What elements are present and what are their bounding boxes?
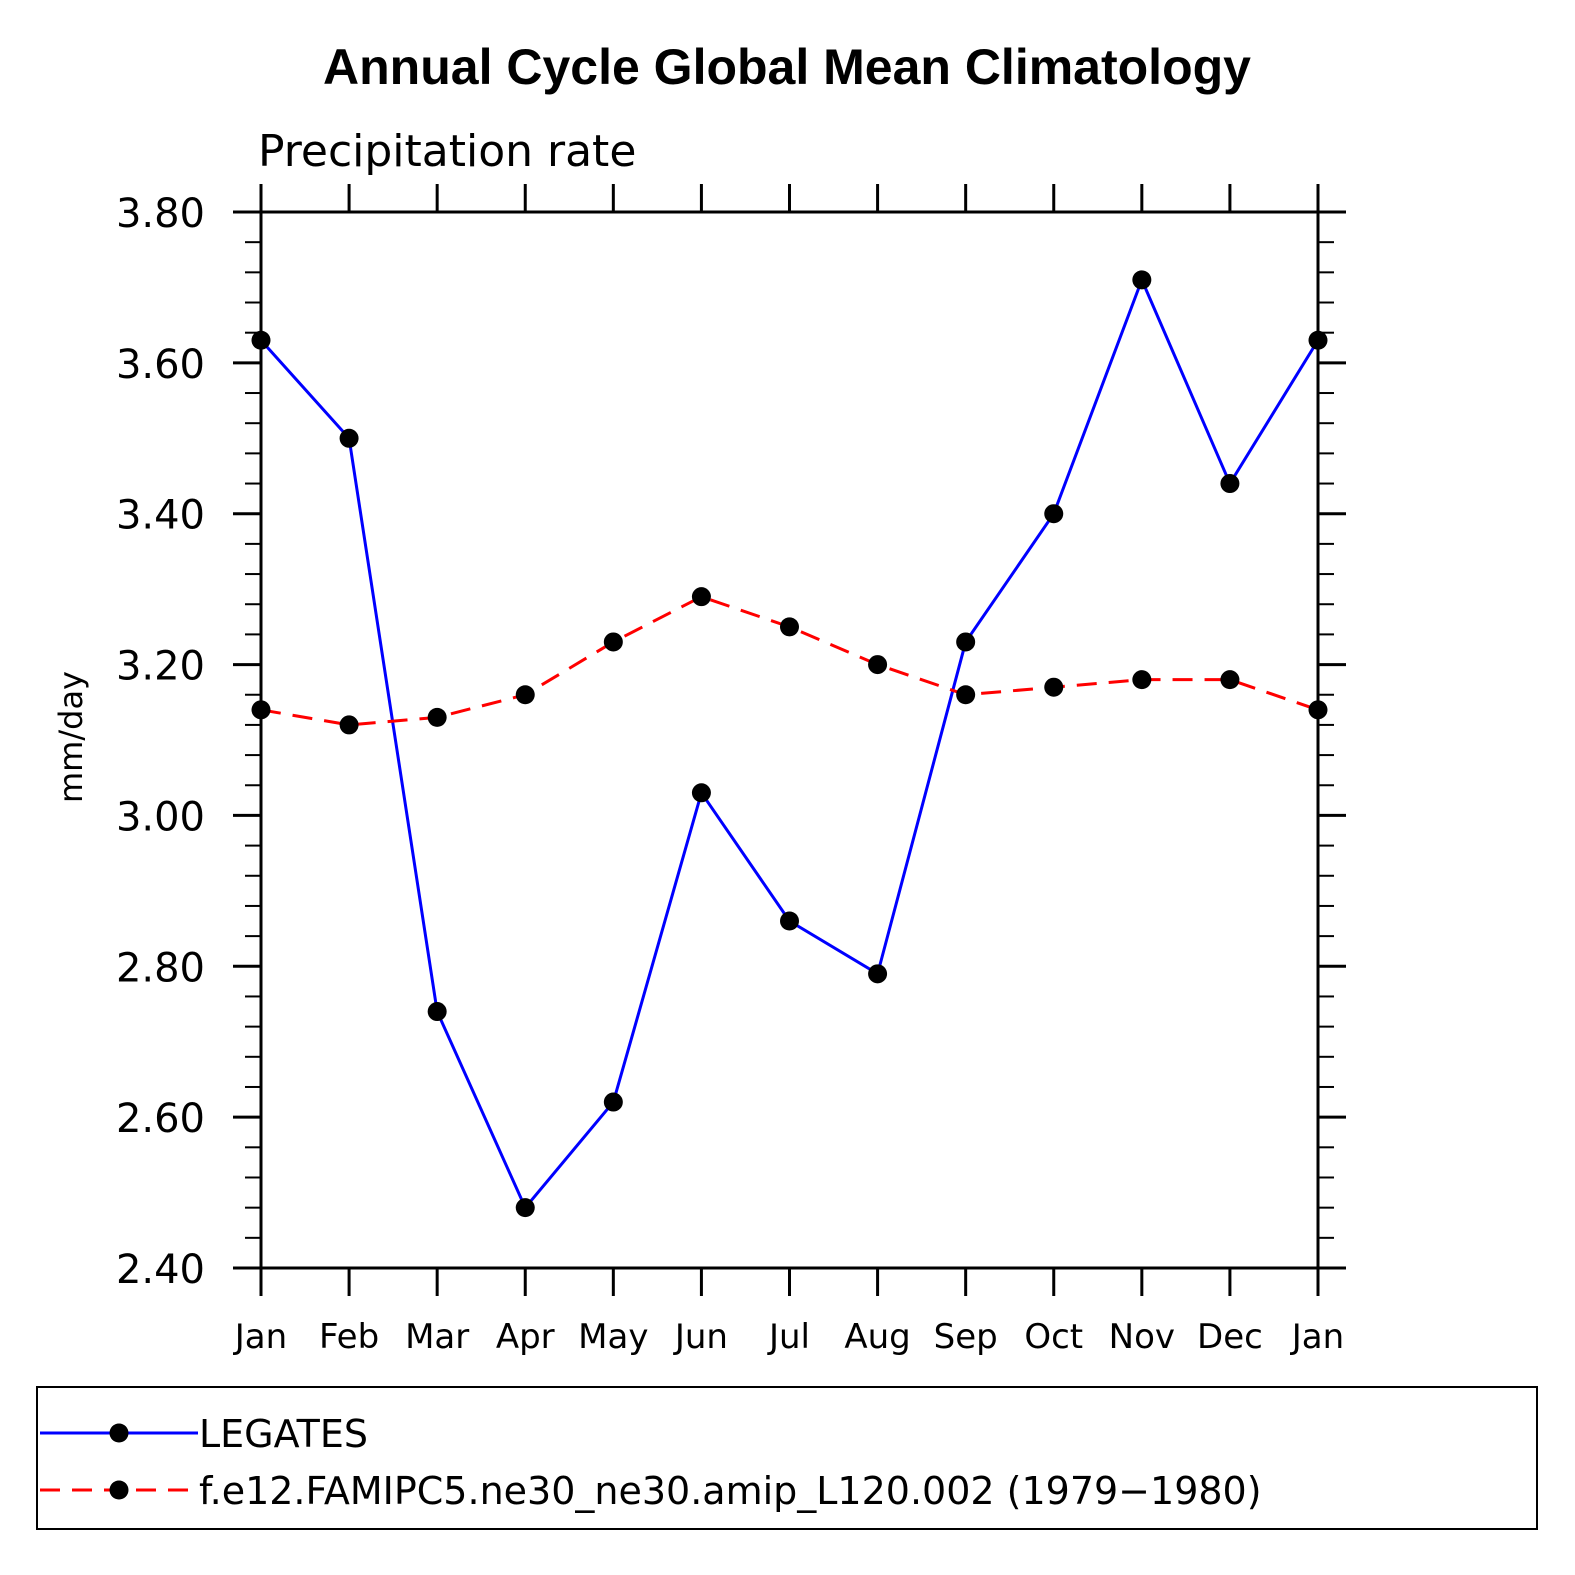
- series-2-point: [780, 617, 799, 637]
- series-2-point: [1308, 700, 1328, 720]
- series-2-point: [515, 685, 535, 705]
- y-tick-label: 3.00: [116, 794, 205, 840]
- series-2-point: [1132, 670, 1152, 690]
- series-2-point: [691, 587, 711, 607]
- series-1-point: [603, 1092, 623, 1112]
- series-2-point: [339, 715, 359, 735]
- y-axis-label: mm/day: [52, 671, 90, 803]
- legend-label-2: f.e12.FAMIPC5.ne30_ne30.amip_L120.002 (1…: [199, 1469, 1262, 1513]
- y-tick-label: 2.60: [116, 1096, 205, 1142]
- x-tick-label: Sep: [934, 1317, 998, 1357]
- series-line-1: [259, 275, 1320, 1211]
- series-1-point: [251, 330, 271, 350]
- series-2-point: [427, 707, 447, 727]
- y-tick-label: 3.40: [116, 493, 205, 539]
- x-tick-label: Jan: [233, 1317, 287, 1357]
- series-2-point: [956, 685, 976, 705]
- legend-marker-1: [109, 1423, 129, 1443]
- x-tick-label: May: [578, 1317, 648, 1357]
- series-1-point: [515, 1198, 535, 1218]
- x-tick-label: Nov: [1109, 1317, 1175, 1357]
- series-1-point: [1220, 474, 1240, 494]
- series-layer: [251, 270, 1328, 1218]
- series-2-point: [1220, 670, 1240, 690]
- series-1-point: [1308, 330, 1328, 350]
- series-2-point: [251, 700, 271, 720]
- series-2-point: [868, 655, 888, 675]
- x-tick-label: Jan: [1290, 1317, 1344, 1357]
- x-tick-label: Aug: [844, 1317, 910, 1357]
- chart-title: Annual Cycle Global Mean Climatology: [323, 39, 1251, 95]
- x-tick-label: Jul: [767, 1317, 810, 1357]
- series-1-point: [1132, 270, 1152, 290]
- series-2-point: [603, 632, 623, 652]
- chart-subtitle: Precipitation rate: [258, 126, 636, 177]
- legend-box: [36, 1386, 1538, 1530]
- x-tick-label: Jun: [673, 1317, 728, 1357]
- series-1-point: [780, 911, 799, 931]
- series-1-point: [956, 632, 976, 652]
- legend-label-1: LEGATES: [199, 1412, 368, 1456]
- x-tick-label: Oct: [1024, 1317, 1083, 1357]
- series-line-2: [260, 595, 1319, 727]
- series-1-point: [1044, 504, 1064, 524]
- y-tick-label: 3.80: [116, 191, 205, 237]
- series-1-point: [427, 1002, 447, 1022]
- legend: LEGATES f.e12.FAMIPC5.ne30_ne30.amip_L120…: [40, 1412, 1262, 1513]
- series-2-point: [1044, 677, 1064, 697]
- x-tick-label: Dec: [1197, 1317, 1263, 1357]
- y-tick-label: 2.40: [116, 1247, 205, 1293]
- series-1-point: [868, 964, 888, 984]
- series-1-point: [691, 783, 711, 803]
- axes: 2.40 2.60 2.80 3.00 3.20 3.40 3.60 3.80 Jan Feb Ma…: [116, 184, 1346, 1357]
- y-tick-label: 2.80: [116, 945, 205, 991]
- legend-marker-2: [109, 1480, 129, 1500]
- series-1-point: [339, 428, 359, 448]
- x-tick-label: Mar: [405, 1317, 469, 1357]
- y-tick-label: 3.60: [116, 342, 205, 388]
- x-tick-label: Apr: [496, 1317, 555, 1357]
- x-tick-label: Feb: [319, 1317, 379, 1357]
- plot-frame: [259, 210, 1320, 1270]
- y-tick-label: 3.20: [116, 644, 205, 690]
